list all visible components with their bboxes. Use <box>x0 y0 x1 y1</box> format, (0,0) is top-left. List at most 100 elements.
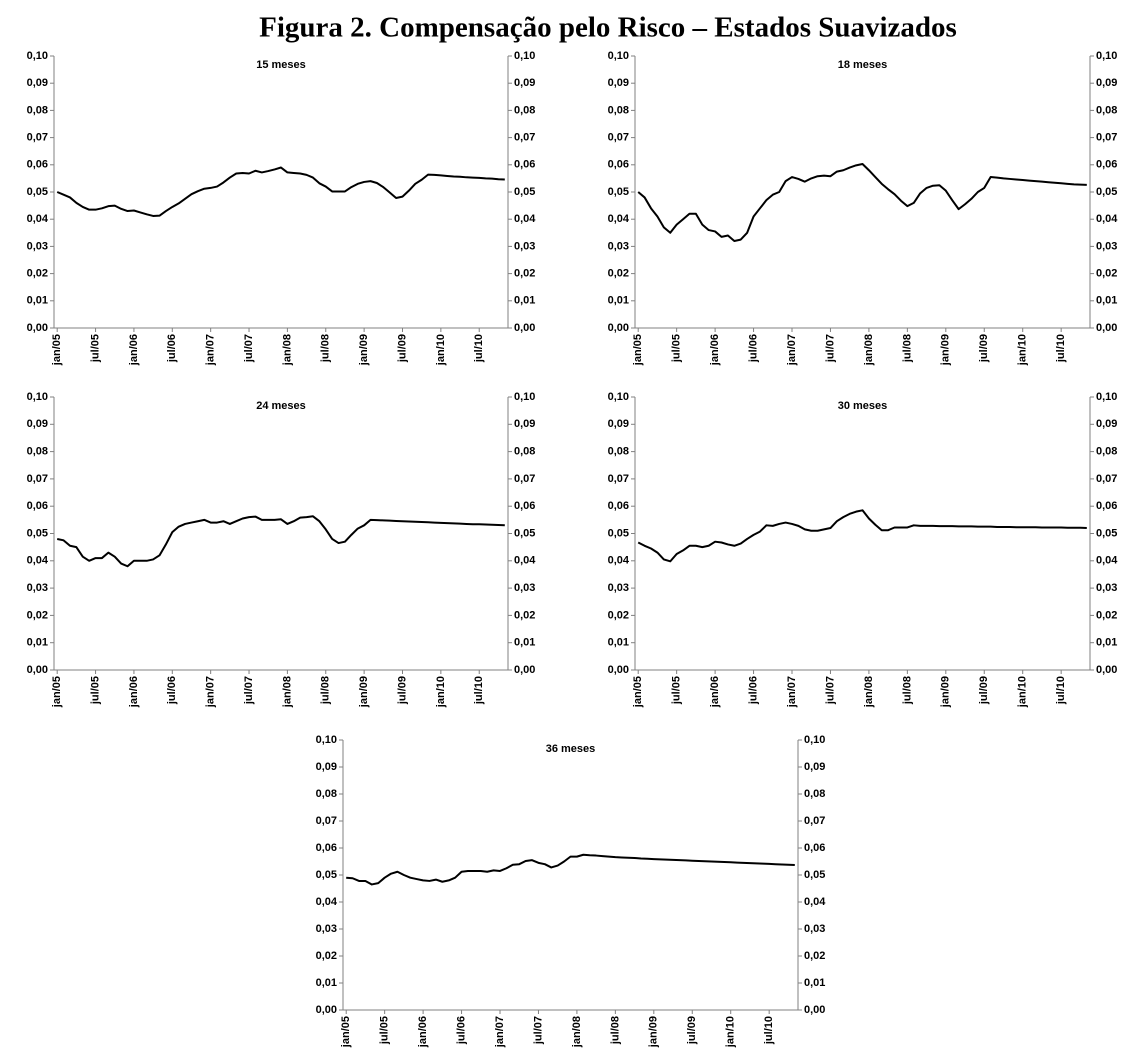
y2-tick-label: 0,00 <box>514 664 535 676</box>
x-tick-label: jul/07 <box>243 334 255 363</box>
y2-tick-label: 0,03 <box>514 240 535 252</box>
y-tick-label: 0,08 <box>27 104 48 116</box>
y2-tick-label: 0,03 <box>514 582 535 594</box>
y-tick-label: 0,07 <box>316 815 337 827</box>
y-tick-label: 0,09 <box>608 77 629 89</box>
x-tick-label: jan/08 <box>863 334 875 366</box>
y-tick-label: 0,10 <box>316 734 337 746</box>
x-tick-label: jul/09 <box>978 334 990 363</box>
y-tick-label: 0,02 <box>27 268 48 280</box>
y-tick-label: 0,01 <box>608 295 629 307</box>
x-tick-label: jan/09 <box>940 676 952 708</box>
y2-tick-label: 0,06 <box>1096 159 1117 171</box>
y2-tick-label: 0,00 <box>804 1004 825 1016</box>
y-tick-label: 0,05 <box>608 186 629 198</box>
y-tick-label: 0,04 <box>27 213 49 225</box>
x-tick-label: jul/07 <box>532 1016 544 1045</box>
y-tick-label: 0,00 <box>608 664 629 676</box>
y2-tick-label: 0,06 <box>1096 500 1117 512</box>
y2-tick-label: 0,02 <box>804 950 825 962</box>
y2-tick-label: 0,09 <box>514 418 535 430</box>
x-tick-label: jul/05 <box>671 676 683 705</box>
y-tick-label: 0,02 <box>316 950 337 962</box>
y-tick-label: 0,06 <box>608 159 629 171</box>
x-tick-label: jul/05 <box>89 334 101 363</box>
x-tick-label: jan/08 <box>863 676 875 708</box>
y2-tick-label: 0,03 <box>1096 240 1117 252</box>
y2-tick-label: 0,08 <box>804 788 825 800</box>
y-tick-label: 0,02 <box>608 609 629 621</box>
y-tick-label: 0,09 <box>27 418 48 430</box>
y2-tick-label: 0,04 <box>514 213 536 225</box>
y2-tick-label: 0,08 <box>514 104 535 116</box>
x-tick-label: jan/08 <box>281 676 293 708</box>
y-tick-label: 0,03 <box>608 240 629 252</box>
y-tick-label: 0,06 <box>27 500 48 512</box>
x-tick-label: jan/09 <box>940 334 952 366</box>
x-tick-label: jan/08 <box>571 1016 583 1048</box>
y-tick-label: 0,09 <box>316 761 337 773</box>
x-tick-label: jan/05 <box>51 676 63 708</box>
data-line <box>56 515 505 568</box>
y2-tick-label: 0,07 <box>514 473 535 485</box>
x-tick-label: jan/07 <box>786 676 798 708</box>
y-tick-label: 0,00 <box>608 322 629 334</box>
y2-tick-label: 0,05 <box>1096 186 1117 198</box>
x-tick-label: jul/09 <box>978 676 990 705</box>
x-tick-label: jan/06 <box>417 1016 429 1048</box>
y-tick-label: 0,09 <box>27 77 48 89</box>
y-tick-label: 0,01 <box>608 637 629 649</box>
y-tick-label: 0,08 <box>316 788 337 800</box>
x-tick-label: jan/05 <box>632 676 644 708</box>
x-tick-label: jan/09 <box>358 334 370 366</box>
y-tick-label: 0,05 <box>27 527 48 539</box>
y-tick-label: 0,05 <box>608 527 629 539</box>
y2-tick-label: 0,10 <box>804 734 825 746</box>
chart-title: 24 meses <box>256 400 306 412</box>
figure-title: Figura 2. Compensação pelo Risco – Estad… <box>259 12 957 44</box>
y-tick-label: 0,06 <box>27 159 48 171</box>
y-tick-label: 0,08 <box>608 446 629 458</box>
y-tick-label: 0,01 <box>27 637 48 649</box>
y2-tick-label: 0,05 <box>1096 527 1117 539</box>
y2-tick-label: 0,09 <box>1096 77 1117 89</box>
data-line <box>56 166 505 217</box>
y2-tick-label: 0,04 <box>1096 213 1118 225</box>
y-tick-label: 0,04 <box>608 213 630 225</box>
y-tick-label: 0,05 <box>27 186 48 198</box>
y2-tick-label: 0,06 <box>514 159 535 171</box>
y-tick-label: 0,08 <box>608 104 629 116</box>
y2-tick-label: 0,02 <box>514 268 535 280</box>
x-tick-label: jul/06 <box>455 1016 467 1045</box>
x-tick-label: jan/07 <box>786 334 798 366</box>
x-tick-label: jan/07 <box>494 1016 506 1048</box>
x-tick-label: jan/08 <box>281 334 293 366</box>
x-tick-label: jan/06 <box>128 676 140 708</box>
y2-tick-label: 0,08 <box>1096 446 1117 458</box>
y-tick-label: 0,06 <box>316 842 337 854</box>
chart-title: 18 meses <box>838 59 888 71</box>
y-tick-label: 0,09 <box>608 418 629 430</box>
y-tick-label: 0,10 <box>608 391 629 403</box>
y2-tick-label: 0,07 <box>804 815 825 827</box>
y-tick-label: 0,07 <box>27 473 48 485</box>
y2-tick-label: 0,10 <box>1096 50 1117 62</box>
y-tick-label: 0,02 <box>27 609 48 621</box>
x-tick-label: jan/07 <box>205 334 217 366</box>
x-tick-label: jul/06 <box>747 676 759 705</box>
y-tick-label: 0,05 <box>316 869 337 881</box>
y2-tick-label: 0,07 <box>514 132 535 144</box>
y-tick-label: 0,07 <box>608 473 629 485</box>
x-tick-label: jul/06 <box>747 334 759 363</box>
x-tick-label: jul/07 <box>243 676 255 705</box>
y-tick-label: 0,03 <box>608 582 629 594</box>
x-tick-label: jul/10 <box>1055 334 1067 363</box>
y2-tick-label: 0,06 <box>514 500 535 512</box>
y2-tick-label: 0,04 <box>804 896 826 908</box>
y2-tick-label: 0,02 <box>1096 268 1117 280</box>
chart-panel: 0,00 0,01 0,02 0,03 0,04 0,05 0,06 0,07 0,08 0,09… <box>27 50 537 366</box>
data-line <box>637 509 1087 563</box>
y-tick-label: 0,06 <box>608 500 629 512</box>
y-tick-label: 0,01 <box>27 295 48 307</box>
